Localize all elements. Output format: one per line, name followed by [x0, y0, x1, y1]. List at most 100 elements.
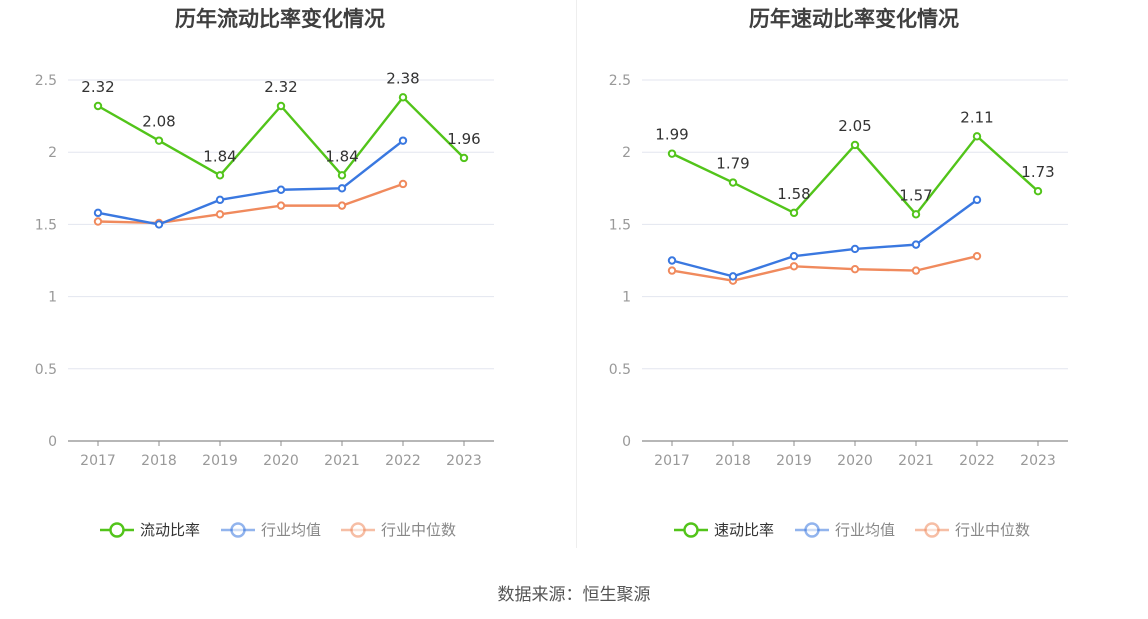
x-tick-label: 2017	[80, 453, 116, 469]
y-tick-label: 0.5	[609, 362, 631, 378]
legend-swatch-marker	[350, 522, 366, 538]
y-tick-label: 0	[48, 434, 57, 450]
y-tick-label: 1.5	[35, 217, 57, 233]
data-point	[1033, 186, 1043, 196]
y-tick-label: 2	[48, 145, 57, 161]
data-point	[850, 264, 860, 274]
x-tick-label: 2018	[715, 453, 751, 469]
data-source-caption: 数据来源：恒生聚源	[497, 585, 651, 605]
data-point	[93, 101, 103, 111]
data-point	[972, 132, 982, 141]
chart-title: 历年速动比率变化情况	[749, 7, 959, 31]
legend-label: 行业均值	[835, 521, 895, 539]
data-point	[398, 136, 408, 145]
data-point	[667, 256, 677, 265]
data-point	[276, 101, 286, 111]
x-tick-label: 2023	[1020, 453, 1056, 469]
series-line	[671, 198, 978, 278]
data-point	[93, 208, 103, 218]
x-tick-label: 2018	[141, 453, 177, 469]
data-point	[789, 208, 799, 218]
legend-label: 流动比率	[140, 521, 200, 539]
data-point	[459, 153, 469, 163]
data-label: 2.11	[960, 108, 993, 126]
y-tick-label: 1	[622, 290, 631, 306]
data-point	[276, 185, 286, 194]
data-point	[728, 178, 738, 187]
data-label: 2.08	[142, 113, 175, 131]
y-tick-label: 1	[48, 290, 57, 306]
data-point	[93, 217, 103, 226]
data-point	[972, 195, 982, 205]
panel-divider	[576, 0, 577, 548]
data-point	[850, 140, 860, 150]
data-point	[398, 93, 408, 102]
x-tick-label: 2022	[959, 453, 995, 469]
y-tick-label: 1.5	[609, 217, 631, 233]
quick-ratio-chart-svg: 历年速动比率变化情况 0 0.5 1 1.5 2 2.5 2017 2018 2019 2020 20…	[609, 7, 1068, 539]
data-point	[728, 272, 738, 281]
data-point	[154, 136, 164, 145]
data-label: 1.99	[655, 126, 688, 144]
legend-item: 行业中位数	[341, 521, 456, 539]
data-label: 1.84	[325, 147, 358, 165]
data-point	[154, 220, 164, 229]
data-point	[789, 262, 799, 271]
y-tick-label: 2.5	[35, 73, 57, 89]
series-line	[671, 255, 978, 282]
series-line	[97, 182, 404, 225]
data-label: 1.73	[1021, 163, 1054, 181]
x-tick-label: 2019	[776, 453, 812, 469]
legend-label: 速动比率	[714, 521, 774, 539]
quick-ratio-chart: 历年速动比率变化情况 0 0.5 1 1.5 2 2.5 2017 2018 2019 2020 20…	[574, 0, 1148, 560]
x-tick-label: 2021	[324, 453, 360, 469]
data-point	[337, 184, 347, 193]
data-label: 1.84	[203, 147, 236, 165]
legend-item: 行业均值	[221, 521, 321, 539]
x-tick-label: 2020	[263, 453, 299, 469]
data-point	[667, 149, 677, 158]
x-tick-label: 2017	[654, 453, 690, 469]
data-label: 2.05	[838, 117, 871, 135]
data-point	[337, 171, 347, 180]
data-point	[337, 201, 347, 210]
data-point	[215, 210, 225, 219]
legend-swatch-marker	[683, 522, 699, 538]
x-tick-label: 2023	[446, 453, 482, 469]
x-tick-label: 2020	[837, 453, 873, 469]
data-label: 1.96	[447, 130, 480, 148]
data-label: 2.32	[81, 78, 114, 96]
chart-title: 历年流动比率变化情况	[175, 7, 385, 31]
data-point	[398, 179, 408, 189]
legend-label: 行业中位数	[381, 521, 456, 539]
legend-swatch-marker	[804, 522, 820, 538]
y-tick-label: 0	[622, 434, 631, 450]
data-label: 1.58	[777, 185, 810, 203]
x-tick-label: 2019	[202, 453, 238, 469]
legend-item: 速动比率	[674, 521, 774, 539]
legend-item: 行业均值	[795, 521, 895, 539]
x-tick-label: 2022	[385, 453, 421, 469]
data-label: 2.32	[264, 78, 297, 96]
data-point	[667, 266, 677, 275]
legend-swatch-marker	[924, 522, 940, 538]
y-tick-label: 2.5	[609, 73, 631, 89]
data-point	[972, 251, 982, 261]
current-ratio-chart: 历年流动比率变化情况 0 0.5 1 1.5 2 2.5 2017 2018 2019 2020 20…	[0, 0, 574, 560]
data-label: 1.79	[716, 155, 749, 173]
data-point	[911, 210, 921, 219]
data-point	[789, 251, 799, 261]
current-ratio-chart-svg: 历年流动比率变化情况 0 0.5 1 1.5 2 2.5 2017 2018 2019 2020 20…	[35, 7, 494, 539]
legend-swatch-marker	[109, 522, 125, 538]
x-tick-label: 2021	[898, 453, 934, 469]
data-point	[215, 195, 225, 205]
legend-swatch-marker	[230, 522, 246, 538]
data-label: 1.57	[899, 186, 932, 204]
series-line	[97, 139, 404, 226]
data-point	[215, 171, 225, 180]
data-point	[911, 240, 921, 249]
legend-label: 行业中位数	[955, 521, 1030, 539]
legend-item: 流动比率	[100, 521, 200, 539]
legend-item: 行业中位数	[915, 521, 1030, 539]
legend-label: 行业均值	[261, 521, 321, 539]
